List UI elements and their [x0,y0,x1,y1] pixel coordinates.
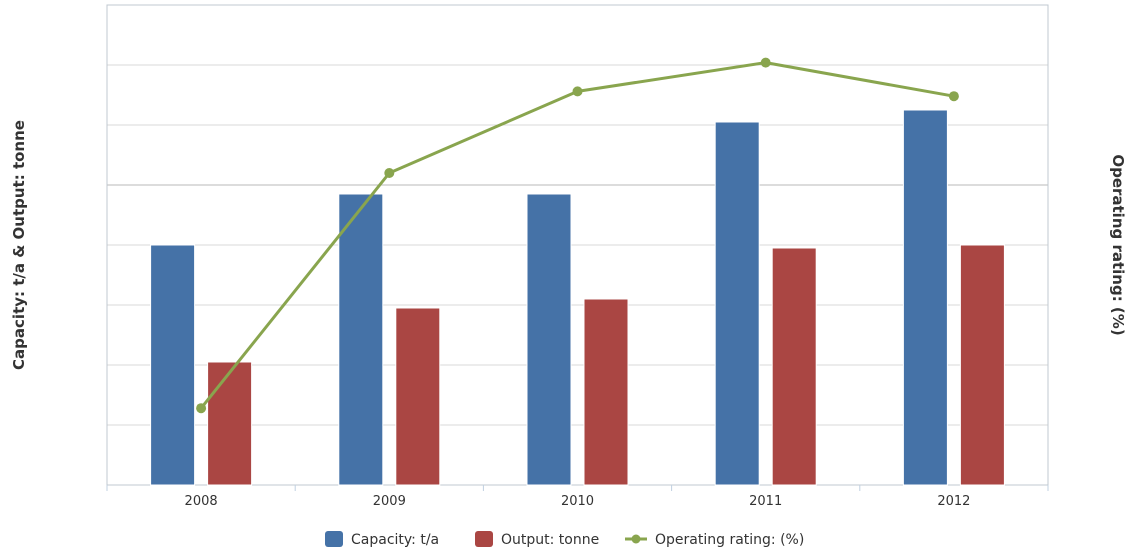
bar-capacity-t-a-2010 [526,193,572,486]
operating-rating-point-2009 [384,168,395,178]
legend-label[interactable]: Capacity: t/a [351,532,439,548]
bar-capacity-t-a-2008 [150,244,196,486]
bar-output-tonne-2010 [583,298,629,486]
bars [150,109,1005,486]
grid-lines [107,64,1048,426]
y-axis-right-title: Operating rating: (%) [1109,154,1127,335]
legend-swatch [475,531,493,547]
bar-capacity-t-a-2011 [714,121,760,486]
bar-capacity-t-a-2012 [902,109,948,486]
plot-area [106,4,1049,486]
bar-output-tonne-2008 [207,361,253,486]
y-axis-left-title: Capacity: t/a & Output: tonne [10,120,28,370]
legend-swatch [325,531,343,547]
operating-rating-point-2010 [572,86,583,97]
x-tick-label: 2009 [373,494,406,509]
x-tick-label: 2012 [937,494,970,509]
legend-marker [631,534,641,544]
x-tick-label: 2010 [561,494,594,509]
operating-rating-path [199,61,955,410]
operating-rating-point-2008 [196,403,207,414]
legend-label[interactable]: Operating rating: (%) [655,532,804,548]
bar-output-tonne-2009 [395,307,441,486]
operating-rating-line [196,57,959,414]
x-tick-label: 2008 [185,494,218,509]
legend-label[interactable]: Output: tonne [501,532,599,548]
operating-rating-point-2012 [948,91,959,102]
operating-rating-point-2011 [760,57,771,68]
legend: Capacity: t/a Output: tonne Operating rati… [325,531,804,548]
x-axis: 2008 2009 2010 2011 2012 [106,485,1049,509]
bar-output-tonne-2012 [959,244,1005,486]
x-tick-label: 2011 [749,494,782,509]
bar-capacity-t-a-2009 [338,193,384,486]
bar-output-tonne-2011 [771,247,817,486]
